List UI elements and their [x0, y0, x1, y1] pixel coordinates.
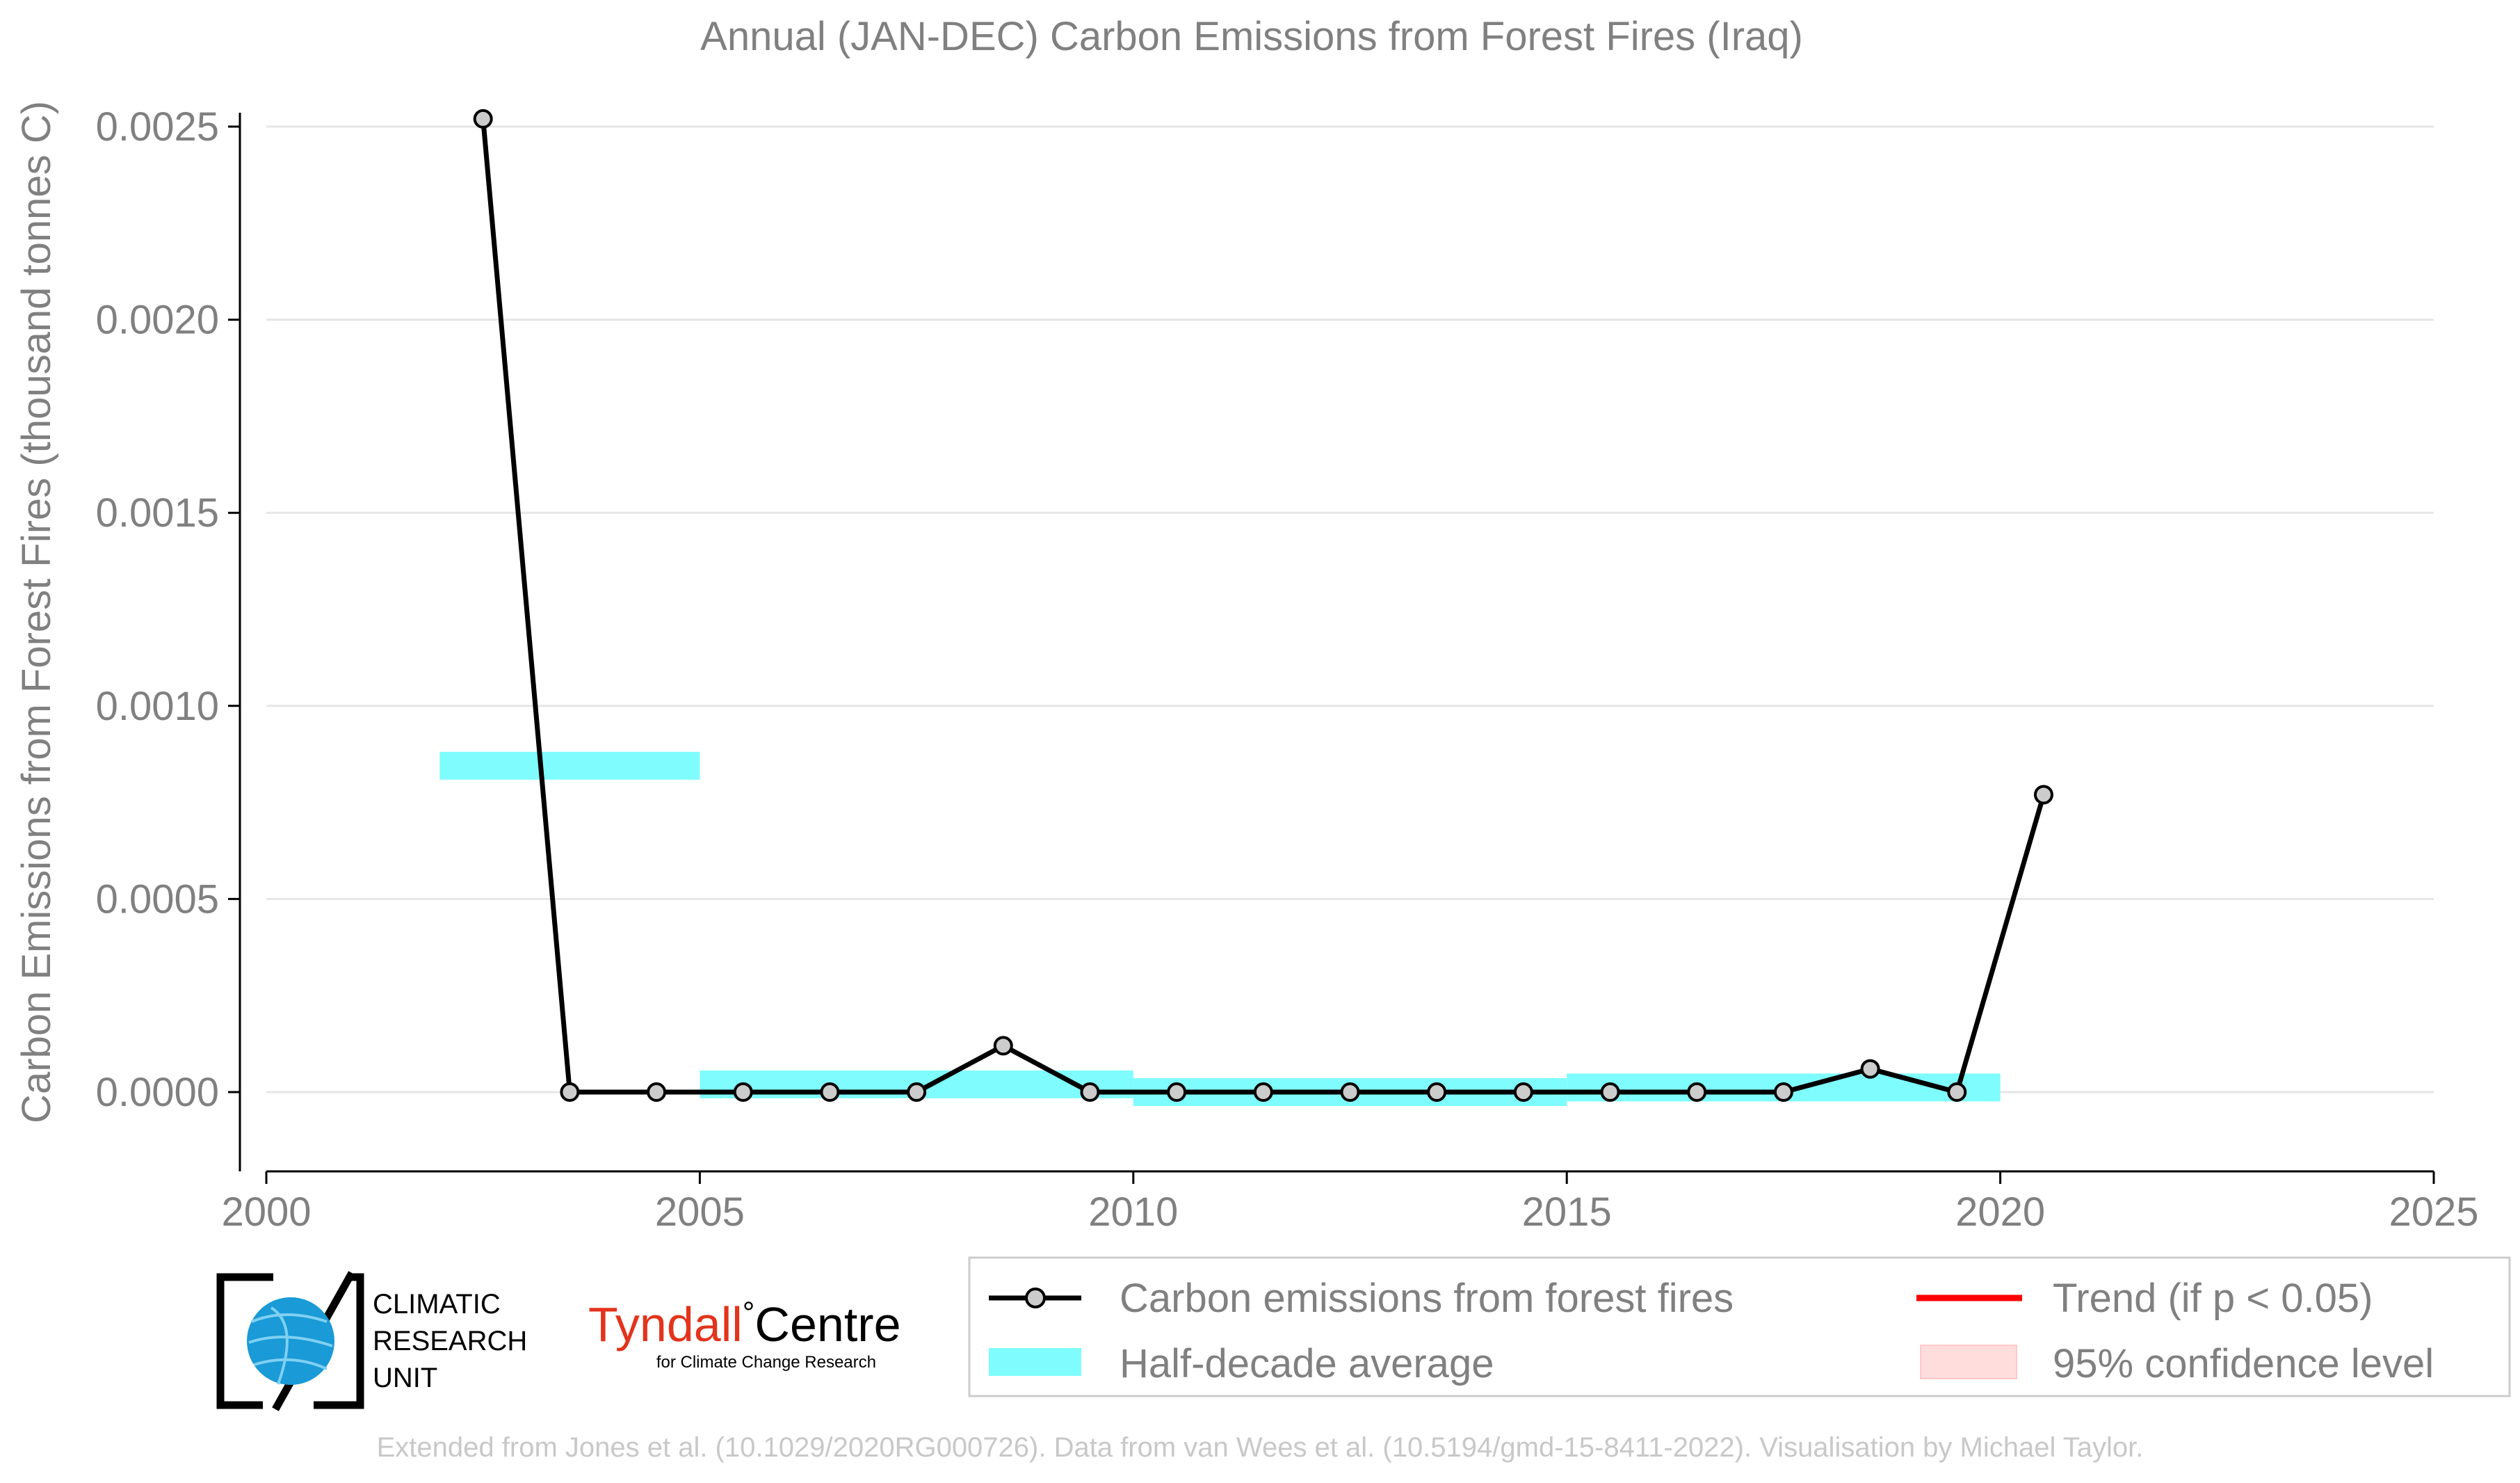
legend-label-half-decade: Half-decade average — [1120, 1341, 1494, 1386]
y-tick-label: 0.0015 — [96, 490, 219, 536]
cru-logo-frame — [216, 1273, 364, 1409]
cru-logo-line-3: UNIT — [373, 1363, 437, 1393]
data-point — [1773, 1082, 1793, 1102]
legend-label-emissions: Carbon emissions from forest fires — [1120, 1276, 1734, 1321]
data-point — [2033, 785, 2053, 805]
data-point — [820, 1082, 840, 1102]
data-point — [1687, 1082, 1707, 1102]
half-decade-band — [439, 751, 700, 780]
y-tick-label: 0.0025 — [96, 104, 219, 150]
legend-label-confidence: 95% confidence level — [2053, 1341, 2434, 1386]
half-decade-average-bands — [439, 751, 2001, 1106]
y-tick-label: 0.0005 — [96, 876, 219, 922]
data-point — [1860, 1059, 1880, 1079]
data-point — [1427, 1082, 1447, 1102]
chart-title: Annual (JAN-DEC) Carbon Emissions from F… — [700, 14, 1803, 59]
legend: Carbon emissions from forest fires Trend… — [968, 1256, 2511, 1397]
y-axis-label: Carbon Emissions from Forest Fires (thou… — [14, 101, 59, 1123]
legend-frame — [968, 1256, 2511, 1397]
data-point — [1513, 1082, 1533, 1102]
tyndall-name: Tyndall — [588, 1297, 743, 1352]
data-point — [1947, 1082, 1967, 1102]
y-tick-label: 0.0020 — [96, 298, 219, 343]
emissions-line — [480, 118, 2046, 1095]
data-point — [1080, 1082, 1100, 1102]
x-tick-label: 2020 — [1955, 1189, 2045, 1235]
cru-globe-icon — [247, 1297, 334, 1385]
x-tick-label: 2000 — [221, 1189, 311, 1235]
emissions-series — [473, 109, 2053, 1102]
x-axis-ticks: 2000 2005 2010 2015 2020 2025 — [221, 1171, 2479, 1235]
data-point — [907, 1082, 927, 1102]
data-point — [647, 1082, 667, 1102]
cru-globe-contours — [248, 1306, 333, 1385]
cru-logo: CLIMATIC RESEARCH UNIT — [216, 1271, 527, 1411]
data-point — [473, 109, 493, 129]
data-point — [733, 1082, 753, 1102]
tyndall-logo-wordmark: Tyndall°Centre — [588, 1296, 901, 1352]
legend-swatch-confidence — [1920, 1345, 2017, 1379]
x-tick-label: 2025 — [2389, 1189, 2478, 1235]
y-tick-label: 0.0010 — [96, 684, 219, 729]
data-point — [1600, 1082, 1620, 1102]
data-point — [560, 1082, 580, 1102]
data-point — [1253, 1082, 1273, 1102]
cru-logo-line-1: CLIMATIC — [373, 1289, 501, 1320]
footer-credit: Extended from Jones et al. (10.1029/2020… — [377, 1432, 2144, 1463]
grid-lines — [266, 125, 2434, 1093]
data-point — [1167, 1082, 1187, 1102]
tyndall-centre: Centre — [754, 1297, 900, 1352]
data-point — [1340, 1082, 1360, 1102]
x-tick-label: 2010 — [1088, 1189, 1178, 1235]
tyndall-logo: Tyndall°Centre for Climate Change Resear… — [588, 1296, 901, 1372]
y-axis-ticks: 0.0000 0.0005 0.0010 0.0015 0.0020 0.0025 — [96, 104, 240, 1115]
y-tick-label: 0.0000 — [96, 1070, 219, 1115]
legend-swatch-half-decade — [989, 1348, 1081, 1376]
tyndall-degree: ° — [743, 1296, 755, 1330]
data-point — [993, 1036, 1013, 1056]
tyndall-subtitle: for Climate Change Research — [656, 1353, 876, 1372]
emissions-points — [473, 109, 2053, 1102]
x-tick-label: 2005 — [655, 1189, 745, 1235]
legend-label-trend: Trend (if p < 0.05) — [2053, 1276, 2373, 1321]
cru-logo-line-2: RESEARCH — [373, 1326, 527, 1356]
x-tick-label: 2015 — [1522, 1189, 1612, 1235]
legend-swatch-emissions-marker — [1025, 1288, 1046, 1308]
